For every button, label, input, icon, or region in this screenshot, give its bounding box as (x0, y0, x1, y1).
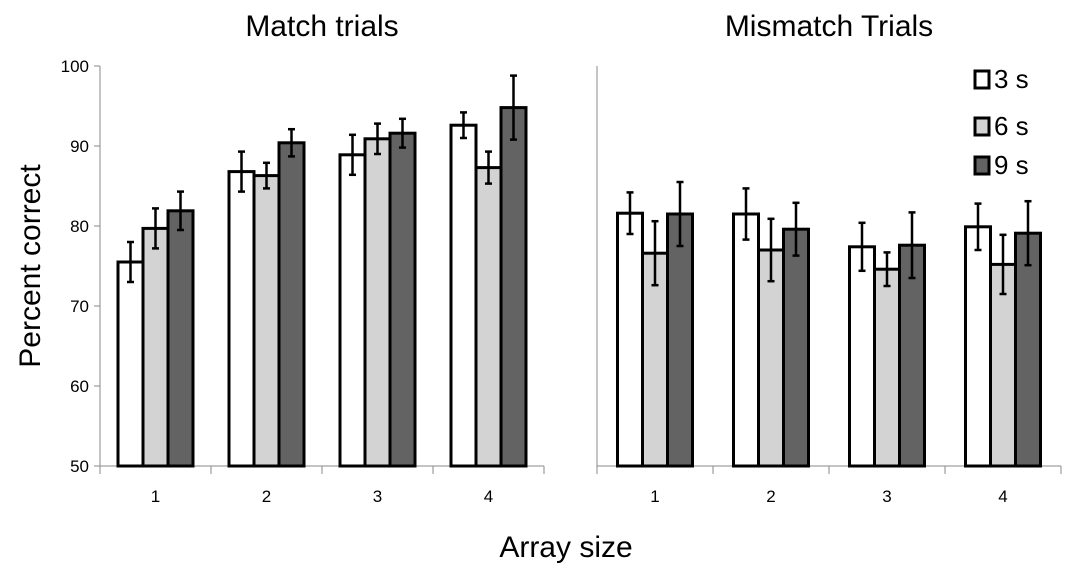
x-tick-label: 4 (484, 487, 493, 506)
legend: 3 s 6 s 9 s (973, 64, 1029, 180)
bar-match-9s-cat1 (166, 209, 195, 468)
y-tick-label: 100 (61, 57, 89, 76)
x-tick-label: 1 (650, 487, 659, 506)
bar-match-3s-cat1 (116, 260, 145, 468)
bar-match-9s-cat3 (388, 131, 417, 468)
bar-mismatch-9s-cat4 (1014, 231, 1042, 468)
bar-mismatch-9s-cat2 (782, 227, 810, 468)
bar-mismatch-3s-cat1 (616, 211, 644, 468)
legend-swatch-9s (973, 155, 991, 176)
x-tick-label: 1 (151, 487, 160, 506)
legend-swatch-3s (973, 69, 991, 90)
bar-match-6s-cat4 (474, 166, 503, 468)
bar-mismatch-9s-cat3 (898, 243, 926, 468)
legend-label-9s: 9 s (994, 150, 1029, 180)
bar-match-9s-cat2 (277, 141, 306, 468)
bar-match-3s-cat4 (449, 123, 478, 468)
bar-mismatch-6s-cat1 (641, 251, 669, 468)
bar-match-3s-cat3 (338, 153, 367, 468)
y-tick-label: 80 (70, 217, 89, 236)
bars-layer (116, 74, 1042, 468)
y-tick-label: 50 (70, 457, 89, 476)
x-tick-label: 2 (766, 487, 775, 506)
y-tick-label: 70 (70, 297, 89, 316)
legend-label-6s: 6 s (994, 111, 1029, 141)
legend-label-3s: 3 s (994, 64, 1029, 94)
x-tick-label: 3 (373, 487, 382, 506)
legend-swatch-6s (973, 116, 991, 137)
bar-mismatch-6s-cat4 (989, 262, 1017, 468)
x-tick-label: 4 (998, 487, 1007, 506)
x-tick-label: 2 (262, 487, 271, 506)
bar-match-3s-cat2 (227, 170, 256, 468)
bar-mismatch-6s-cat3 (873, 267, 901, 468)
bar-mismatch-9s-cat1 (666, 212, 694, 468)
bar-mismatch-3s-cat2 (732, 212, 760, 468)
x-tick-label: 3 (882, 487, 891, 506)
x-axis-title: Array size (499, 531, 632, 564)
bar-match-6s-cat3 (363, 137, 392, 468)
bar-mismatch-3s-cat3 (848, 245, 876, 468)
bar-match-6s-cat2 (252, 174, 281, 468)
y-tick-label: 90 (70, 137, 89, 156)
panel-title-match: Match trials (245, 10, 398, 43)
bar-match-6s-cat1 (141, 226, 170, 468)
tick-layer: 50 60 70 80 90 100 1 2 3 4 1 2 3 4 (61, 57, 1062, 506)
panel-title-mismatch: Mismatch Trials (725, 10, 933, 43)
bar-match-9s-cat4 (499, 106, 528, 468)
bar-mismatch-3s-cat4 (964, 225, 992, 468)
y-tick-label: 60 (70, 377, 89, 396)
y-axis-title: Percent correct (14, 164, 47, 368)
